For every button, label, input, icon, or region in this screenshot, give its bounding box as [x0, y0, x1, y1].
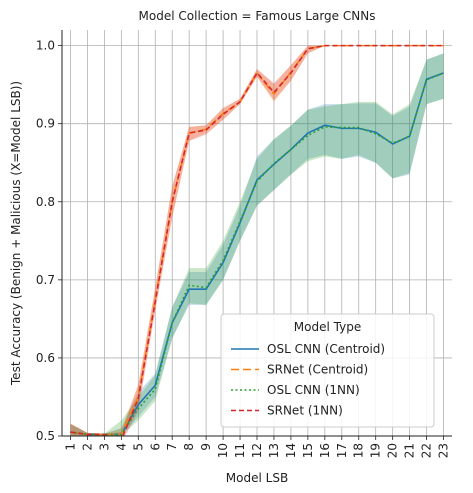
x-tick-label: 21: [403, 443, 417, 458]
x-tick-label: 17: [335, 443, 349, 458]
x-tick-label: 18: [352, 443, 366, 458]
y-tick-label: 0.6: [36, 351, 55, 365]
x-tick-label: 13: [267, 443, 281, 458]
legend-entry: SRNet (1NN): [267, 404, 343, 418]
series-line: [70, 44, 444, 436]
x-tick-label: 1: [63, 443, 77, 451]
x-tick-label: 16: [318, 443, 332, 458]
series-line: [70, 72, 444, 436]
x-tick-label: 12: [250, 443, 264, 458]
chart-title: Model Collection = Famous Large CNNs: [139, 9, 376, 23]
y-axis-label: Test Accuracy (Benign + Malicious (X=Mod…: [9, 81, 23, 386]
x-tick-labels: 1 2 3 4 5 6 7 8 9 10 11 12 13 14 15 16 17 18 19 20 21 22 23: [63, 436, 451, 458]
legend-box: [220, 313, 435, 428]
y-tick-label: 0.5: [36, 429, 55, 443]
x-axis-label: Model LSB: [226, 471, 288, 485]
x-tick-label: 2: [80, 443, 94, 451]
x-tick-label: 10: [216, 443, 230, 458]
legend-title: Model Type: [294, 320, 361, 334]
x-tick-label: 11: [233, 443, 247, 458]
x-tick-label: 9: [199, 443, 213, 451]
x-tick-label: 3: [97, 443, 111, 451]
confidence-bands: [70, 45, 444, 436]
legend-entry: SRNet (Centroid): [267, 363, 368, 377]
confidence-band: [70, 53, 444, 436]
legend-items: OSL CNN (Centroid) SRNet (Centroid) OSL CN…: [231, 342, 385, 418]
x-tick-label: 22: [420, 443, 434, 458]
x-tick-label: 14: [284, 443, 298, 458]
y-tick-label: 1.0: [36, 39, 55, 53]
legend: Model Type OSL CNN (Centroid) SRNet (Cent…: [220, 313, 435, 428]
y-tick-labels: 0.5 0.6 0.7 0.8 0.9 1.0: [36, 39, 62, 443]
x-tick-label: 8: [182, 443, 196, 451]
y-tick-label: 0.8: [36, 195, 55, 209]
legend-entry: OSL CNN (Centroid): [267, 342, 385, 356]
x-tick-label: 6: [148, 443, 162, 451]
confidence-band: [70, 53, 444, 436]
y-tick-label: 0.7: [36, 273, 55, 287]
x-tick-label: 20: [386, 443, 400, 458]
x-tick-label: 7: [165, 443, 179, 451]
x-tick-label: 5: [131, 443, 145, 451]
y-tick-label: 0.9: [36, 117, 55, 131]
legend-entry: OSL CNN (1NN): [267, 383, 360, 397]
series-lines: [70, 44, 444, 436]
x-tick-label: 4: [114, 443, 128, 451]
x-tick-label: 15: [301, 443, 315, 458]
x-tick-label: 23: [437, 443, 451, 458]
series-line: [70, 72, 444, 436]
x-tick-label: 19: [369, 443, 383, 458]
